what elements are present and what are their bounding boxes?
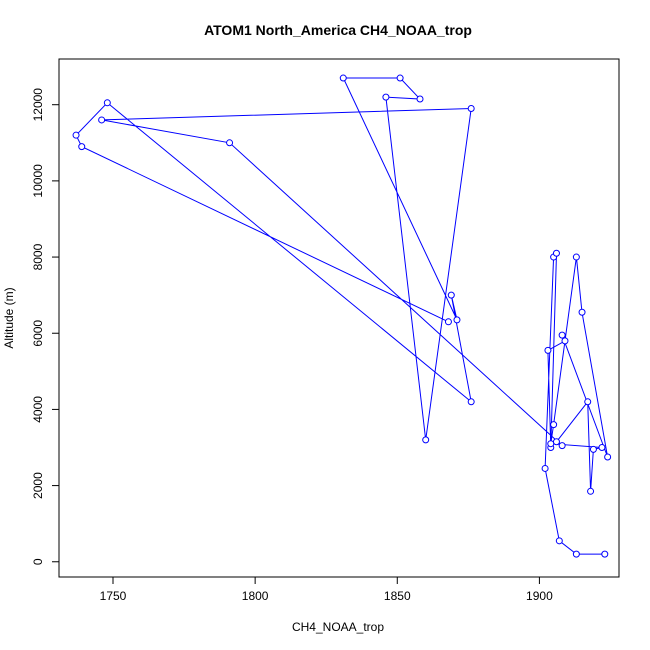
y-axis: 0 2000 4000 6000 8000 10000 12000 bbox=[31, 88, 60, 565]
data-point bbox=[444, 318, 452, 326]
data-point bbox=[339, 74, 347, 82]
data-point bbox=[103, 99, 111, 107]
data-point bbox=[604, 453, 612, 461]
plot-frame bbox=[58, 58, 620, 578]
data-point bbox=[416, 95, 424, 103]
data-point bbox=[98, 116, 106, 124]
plot-area bbox=[72, 74, 612, 558]
data-point bbox=[467, 398, 475, 406]
data-point bbox=[561, 337, 569, 345]
data-point bbox=[558, 331, 566, 339]
x-axis-label: CH4_NOAA_trop bbox=[292, 620, 384, 634]
y-tick-label: 10000 bbox=[31, 164, 45, 198]
data-point bbox=[598, 444, 606, 451]
data-point bbox=[552, 438, 560, 446]
data-point bbox=[544, 346, 552, 354]
data-point bbox=[587, 487, 595, 495]
x-tick-label: 1900 bbox=[526, 589, 553, 603]
data-point bbox=[601, 550, 609, 558]
y-tick-label: 8000 bbox=[31, 243, 45, 270]
x-tick-label: 1800 bbox=[242, 589, 269, 603]
data-point bbox=[552, 249, 560, 257]
x-tick-label: 1750 bbox=[100, 589, 127, 603]
data-point bbox=[589, 445, 597, 453]
data-point bbox=[78, 143, 86, 151]
y-tick-label: 0 bbox=[31, 558, 45, 565]
y-tick-label: 2000 bbox=[31, 472, 45, 499]
data-point bbox=[422, 436, 430, 444]
data-point bbox=[578, 308, 586, 316]
chart-title: ATOM1 North_America CH4_NOAA_trop bbox=[204, 22, 472, 38]
y-axis-label: Altitude (m) bbox=[2, 287, 16, 348]
data-point bbox=[550, 421, 558, 429]
data-point bbox=[453, 316, 461, 324]
x-axis: 1750 1800 1850 1900 bbox=[100, 576, 553, 603]
x-tick-label: 1850 bbox=[384, 589, 411, 603]
data-point bbox=[396, 74, 404, 82]
data-point bbox=[547, 440, 555, 448]
data-point bbox=[226, 139, 234, 147]
data-point bbox=[467, 105, 475, 113]
data-point bbox=[72, 131, 80, 139]
data-point bbox=[584, 398, 592, 406]
data-point bbox=[382, 93, 390, 101]
y-tick-label: 6000 bbox=[31, 320, 45, 347]
data-point bbox=[572, 550, 580, 558]
series-line bbox=[75, 77, 609, 555]
y-tick-label: 4000 bbox=[31, 396, 45, 423]
data-point bbox=[572, 253, 580, 261]
data-point bbox=[558, 442, 566, 450]
data-point bbox=[541, 464, 549, 472]
y-tick-label: 12000 bbox=[31, 88, 45, 122]
data-point bbox=[447, 291, 455, 299]
data-point bbox=[555, 537, 563, 545]
